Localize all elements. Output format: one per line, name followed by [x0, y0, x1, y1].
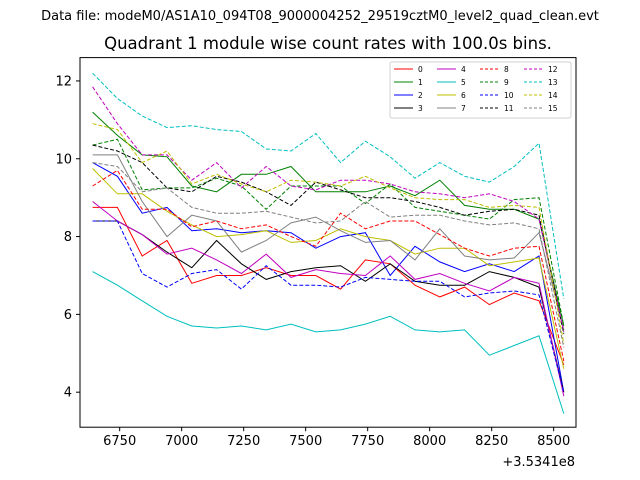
legend-label-5: 5 [461, 78, 466, 87]
legend-label-9: 9 [504, 78, 509, 87]
legend-label-7: 7 [461, 104, 466, 113]
y-tick-label: 6 [64, 308, 72, 323]
legend-label-3: 3 [418, 104, 423, 113]
legend-label-12: 12 [548, 65, 558, 74]
legend-label-13: 13 [548, 78, 558, 87]
x-tick-label: 7000 [165, 434, 198, 449]
x-offset-label: +3.5341e8 [502, 455, 575, 470]
series-line-0 [92, 206, 565, 366]
series-line-7 [92, 154, 565, 331]
series-line-15 [92, 162, 565, 348]
legend-box [389, 61, 572, 119]
series-line-6 [92, 168, 565, 369]
legend-label-1: 1 [418, 78, 423, 87]
chart-title: Quadrant 1 module wise count rates with … [104, 34, 552, 53]
series-line-10 [92, 220, 565, 393]
series-line-12 [92, 86, 565, 333]
legend-label-8: 8 [504, 65, 509, 74]
y-tick-label: 10 [55, 152, 72, 167]
figure-suptitle: Data file: modeM0/AS1A10_094T08_90000042… [41, 9, 599, 24]
series-line-1 [92, 111, 565, 327]
x-tick-label: 7750 [351, 434, 384, 449]
x-tick-label: 8500 [537, 434, 570, 449]
legend-label-6: 6 [461, 91, 466, 100]
series-line-4 [92, 201, 565, 397]
legend-label-14: 14 [548, 91, 558, 100]
y-tick-label: 12 [55, 74, 72, 89]
legend-label-4: 4 [461, 65, 466, 74]
x-tick-label: 7500 [289, 434, 322, 449]
legend-label-11: 11 [504, 104, 514, 113]
plot-area [92, 72, 565, 414]
y-axis: 4 6 8 10 12 [55, 74, 80, 401]
x-tick-label: 8000 [413, 434, 446, 449]
legend-label-10: 10 [504, 91, 514, 100]
series-line-13 [92, 72, 565, 299]
series-line-2 [92, 162, 565, 393]
series-line-14 [92, 123, 565, 344]
y-tick-label: 8 [64, 230, 72, 245]
x-tick-label: 8250 [475, 434, 508, 449]
series-line-11 [92, 144, 565, 334]
legend-label-15: 15 [548, 104, 558, 113]
legend-label-2: 2 [418, 91, 423, 100]
series-line-8 [92, 169, 565, 362]
series-line-9 [92, 138, 565, 327]
x-tick-label: 6750 [103, 434, 136, 449]
legend-label-0: 0 [418, 65, 423, 74]
series-line-5 [92, 271, 565, 414]
x-axis: 6750 7000 7250 7500 7750 8000 8250 8500 [103, 427, 570, 449]
y-tick-label: 4 [64, 386, 72, 401]
axes-frame [79, 57, 577, 428]
x-tick-label: 7250 [227, 434, 260, 449]
series-line-3 [92, 220, 565, 393]
